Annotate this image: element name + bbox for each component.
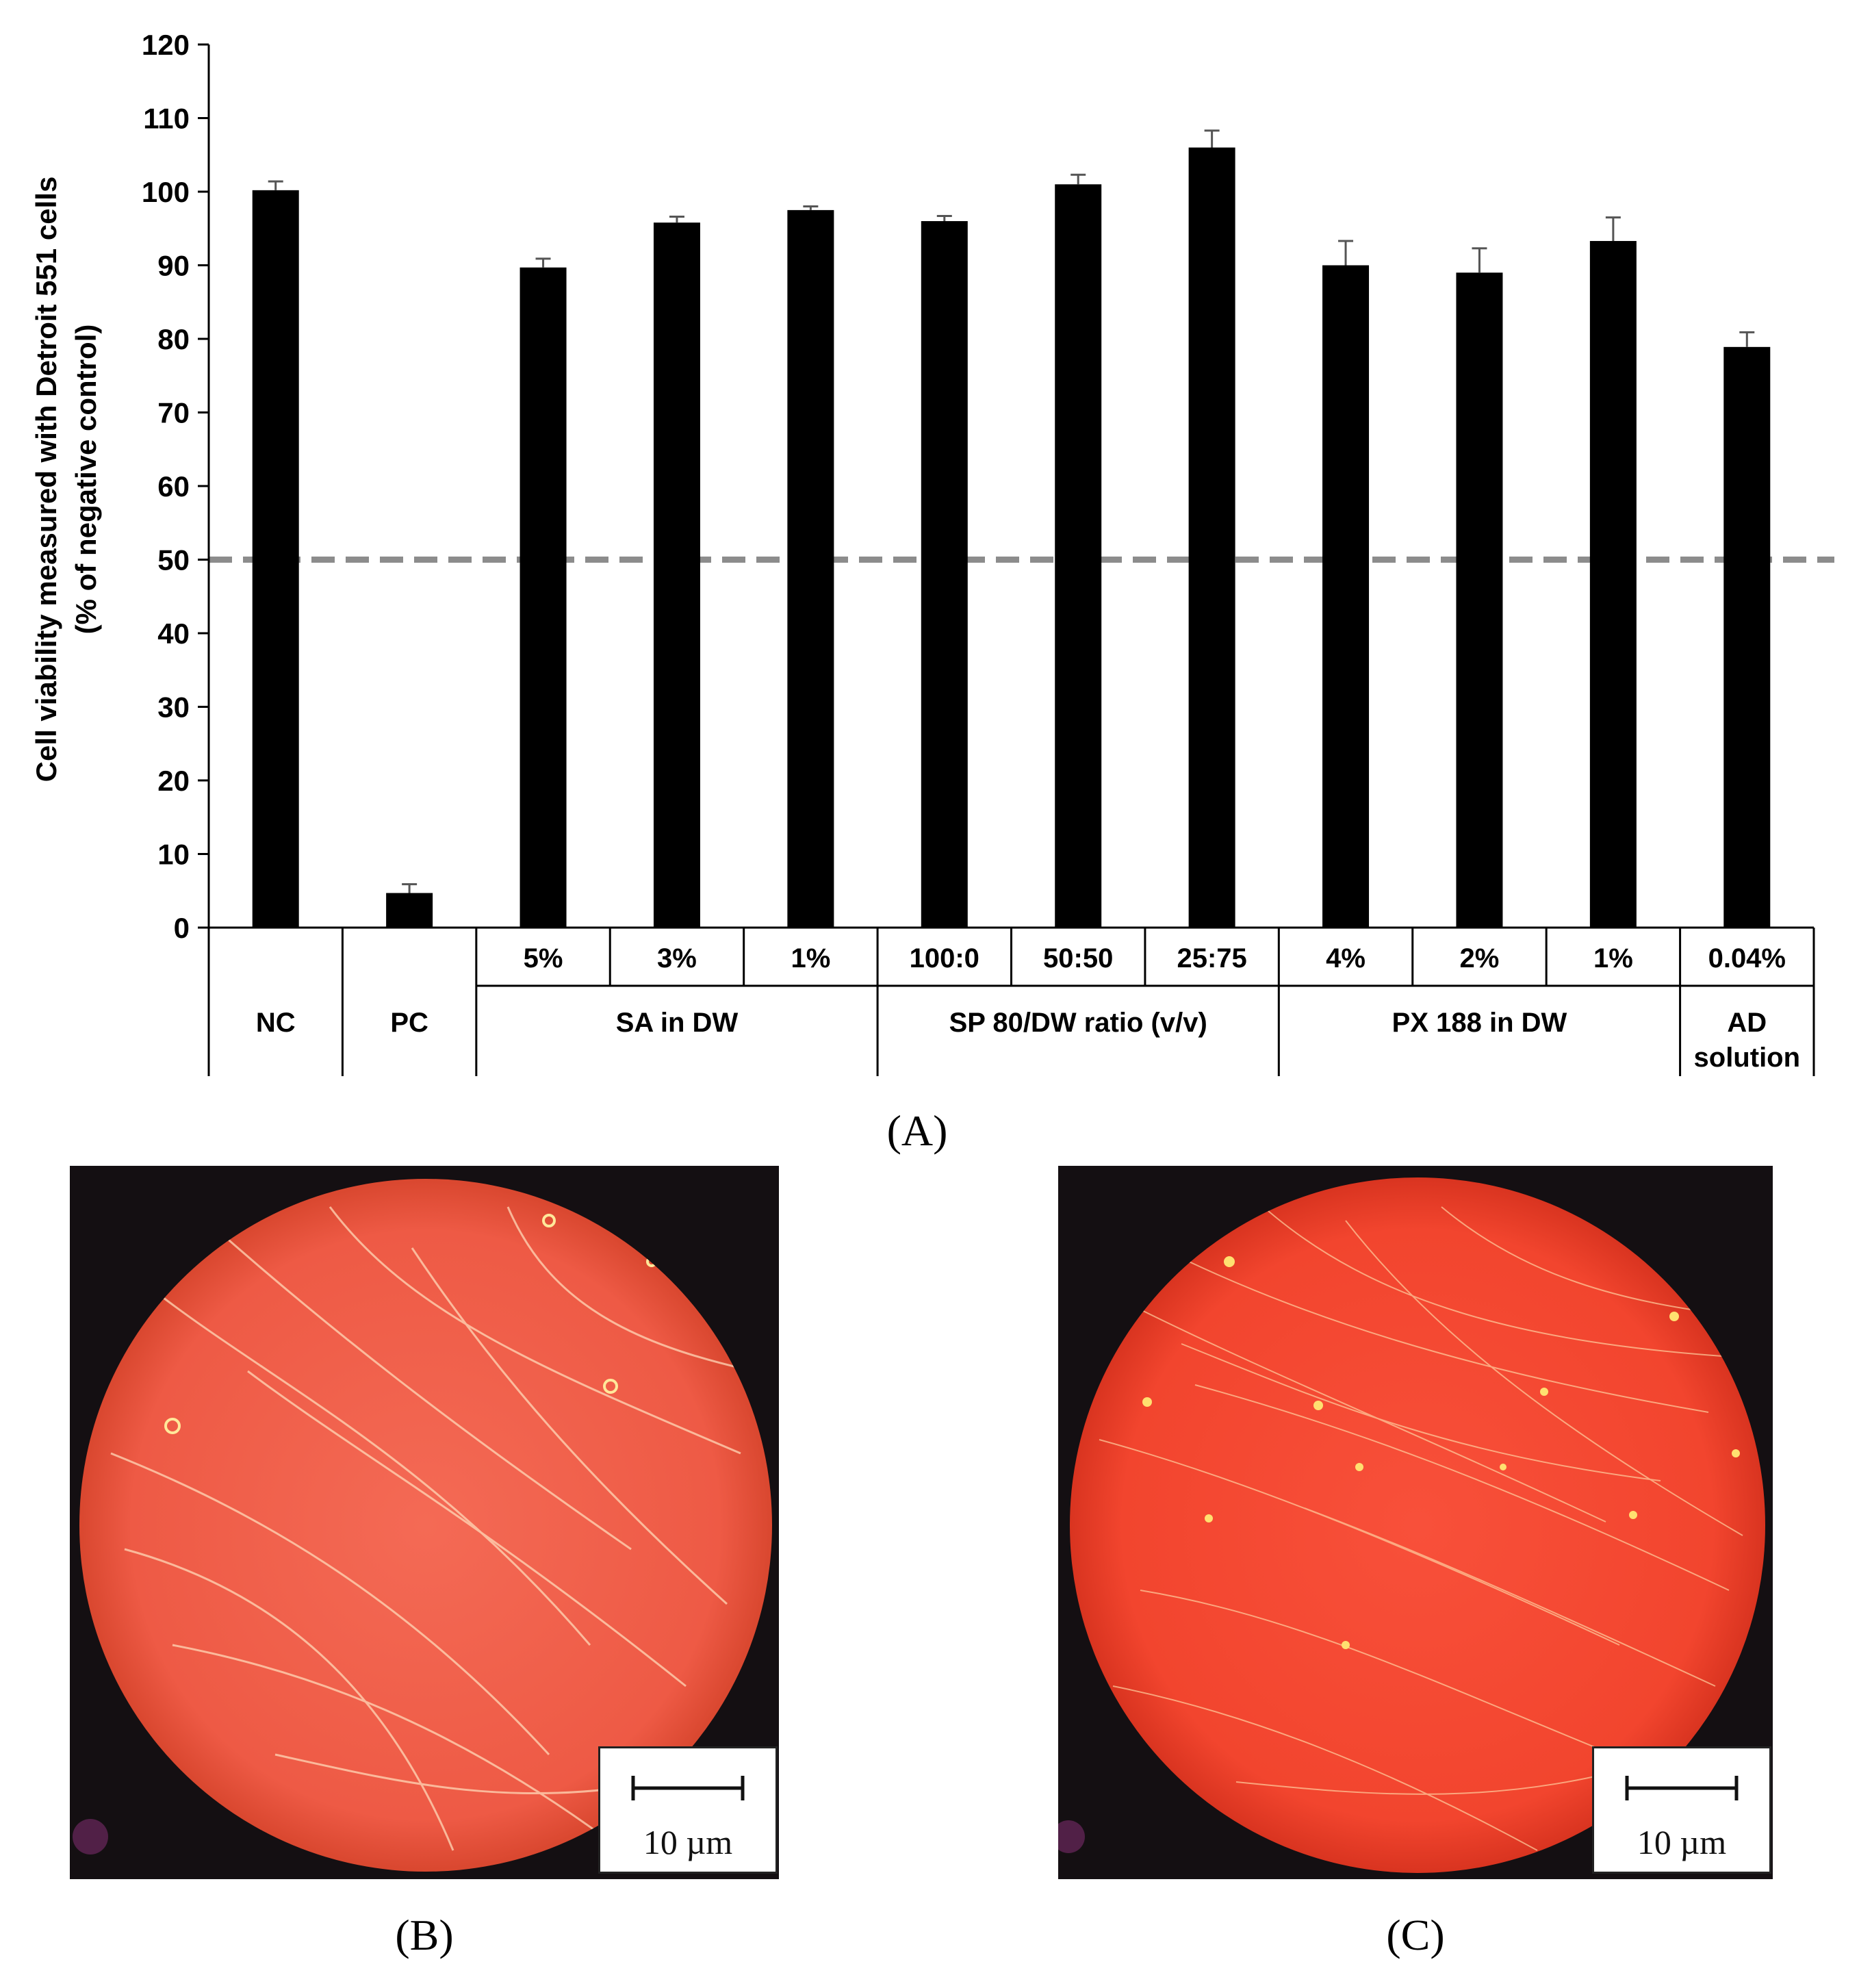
bar-1 xyxy=(386,893,433,928)
micrograph-b-image xyxy=(73,1179,772,1872)
micrograph-c-image xyxy=(1058,1177,1765,1873)
panel-label-c: (C) xyxy=(1386,1911,1445,1959)
scale-bar-b xyxy=(631,1776,745,1800)
x-tick-label-5: 100:0 xyxy=(910,943,979,973)
group-label-1: PC xyxy=(390,1008,428,1038)
bar-11 xyxy=(1723,346,1771,928)
group-label-line2-5: solution xyxy=(1694,1043,1801,1073)
x-tick-label-2: 5% xyxy=(524,943,563,973)
x-tick-label-8: 4% xyxy=(1326,943,1366,973)
y-tick-label: 100 xyxy=(142,176,190,208)
scale-bar-label-b: 10 µm xyxy=(643,1823,733,1861)
bar-4 xyxy=(787,209,834,928)
y-tick-label: 10 xyxy=(157,839,190,871)
y-tick-label: 70 xyxy=(157,397,190,429)
bar-9 xyxy=(1456,272,1503,928)
x-tick-label-6: 50:50 xyxy=(1043,943,1113,973)
y-tick-label: 90 xyxy=(157,250,190,282)
y-tick-label: 120 xyxy=(142,29,190,61)
group-label-2: SA in DW xyxy=(616,1008,739,1038)
scale-bar-box-c: 10 µm xyxy=(1592,1746,1771,1874)
y-tick-label: 80 xyxy=(157,323,190,355)
y-tick-label: 20 xyxy=(157,765,190,797)
scale-bar-label-c: 10 µm xyxy=(1637,1823,1727,1861)
group-label-4: PX 188 in DW xyxy=(1392,1008,1567,1038)
x-tick-label-4: 1% xyxy=(791,943,830,973)
bar-2 xyxy=(520,267,567,928)
scale-bar-c xyxy=(1625,1776,1739,1800)
y-tick-label: 110 xyxy=(143,103,190,135)
group-label-3: SP 80/DW ratio (v/v) xyxy=(949,1008,1207,1038)
y-tick-label: 50 xyxy=(157,544,190,576)
y-tick-label: 30 xyxy=(157,691,190,724)
bar-8 xyxy=(1322,265,1370,928)
bar-0 xyxy=(252,190,299,928)
bar-5 xyxy=(921,221,968,928)
x-tick-label-7: 25:75 xyxy=(1177,943,1246,973)
panel-label-b: (B) xyxy=(395,1911,454,1959)
y-axis-label-sub: (% of negative control) xyxy=(70,324,102,635)
scale-bar-box-b: 10 µm xyxy=(598,1746,778,1874)
x-tick-label-9: 2% xyxy=(1460,943,1500,973)
group-label-0: NC xyxy=(256,1008,296,1038)
y-axis-label: Cell viability measured with Detroit 551… xyxy=(30,177,62,782)
x-tick-label-11: 0.04% xyxy=(1708,943,1786,973)
y-tick-label: 60 xyxy=(157,470,190,502)
micrograph-b: 10 µm xyxy=(70,1166,779,1879)
bar-10 xyxy=(1589,241,1637,928)
bar-6 xyxy=(1055,184,1102,928)
x-tick-label-10: 1% xyxy=(1593,943,1633,973)
bar-7 xyxy=(1188,147,1235,928)
bar-3 xyxy=(653,222,700,928)
y-tick-label: 40 xyxy=(157,617,190,650)
panel-label-a: (A) xyxy=(886,1106,948,1155)
bar-chart: 0 10 20 30 40 50 60 70 80 90 100 110 120 5% 3% 1% 100:0… xyxy=(30,29,1834,1076)
y-tick-label: 0 xyxy=(174,912,190,944)
group-label-5: AD xyxy=(1727,1008,1767,1038)
x-tick-label-3: 3% xyxy=(657,943,697,973)
micrograph-c: 10 µm xyxy=(1058,1166,1773,1879)
